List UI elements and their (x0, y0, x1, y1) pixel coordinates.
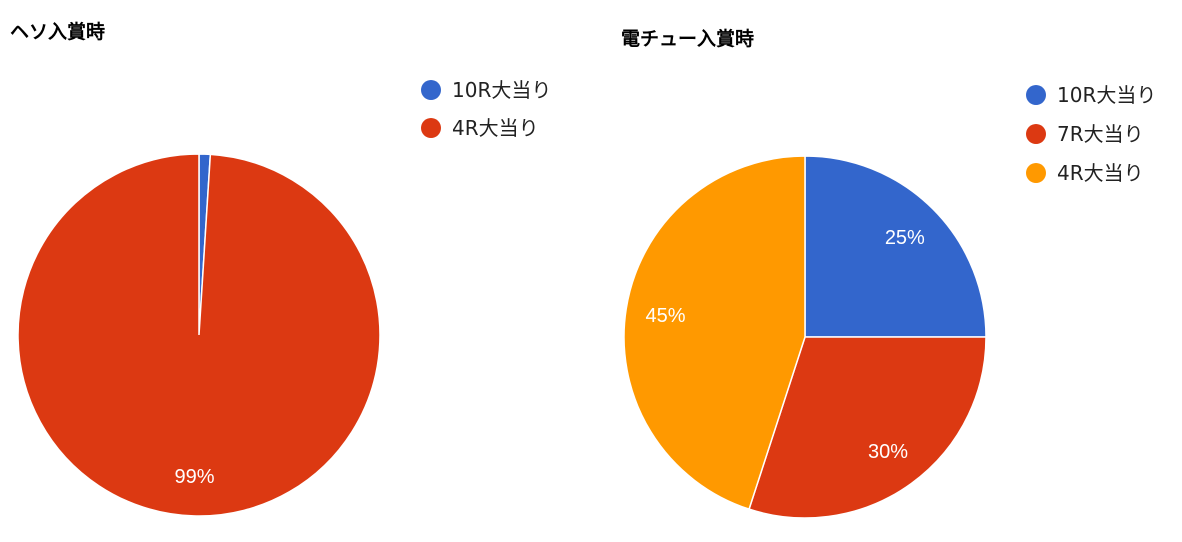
legend: 10R大当り 4R大当り (421, 78, 551, 140)
pie-slice (804, 155, 987, 338)
pie-slice (17, 153, 381, 517)
legend-swatch (421, 80, 441, 100)
pie-chart-denchu: 電チュー入賞時 25% 30% 45% 10R大当り 7R大当り 4R大当り (591, 0, 1182, 542)
chart-title: ヘソ入賞時 (10, 20, 105, 43)
legend-swatch (1026, 124, 1046, 144)
legend-swatch (1026, 163, 1046, 183)
chart-title: 電チュー入賞時 (621, 27, 754, 50)
slices (17, 153, 381, 517)
legend-label: 10R大当り (452, 78, 551, 102)
slice-percent-label: 30% (868, 441, 908, 463)
slices (623, 155, 987, 519)
legend-label: 4R大当り (1057, 161, 1144, 185)
pie-chart-denchu-svg: 電チュー入賞時 25% 30% 45% 10R大当り 7R大当り 4R大当り (621, 27, 1156, 519)
slice-percent-label: 99% (175, 466, 215, 488)
legend: 10R大当り 7R大当り 4R大当り (1026, 83, 1156, 185)
pie-chart-heso-svg: ヘソ入賞時 99% 10R大当り 4R大当り (10, 20, 551, 517)
pie-chart-heso: ヘソ入賞時 99% 10R大当り 4R大当り (10, 20, 551, 517)
legend-label: 4R大当り (452, 116, 539, 140)
legend-label: 10R大当り (1057, 83, 1156, 107)
pie-slice (748, 336, 987, 519)
legend-label: 7R大当り (1057, 122, 1144, 146)
slice-labels: 99% (175, 466, 215, 488)
slice-percent-label: 25% (885, 227, 925, 249)
slice-labels: 25% 30% 45% (646, 227, 926, 463)
pie-slice (623, 155, 806, 511)
slice-percent-label: 45% (646, 305, 686, 327)
legend-swatch (1026, 85, 1046, 105)
legend-swatch (421, 118, 441, 138)
